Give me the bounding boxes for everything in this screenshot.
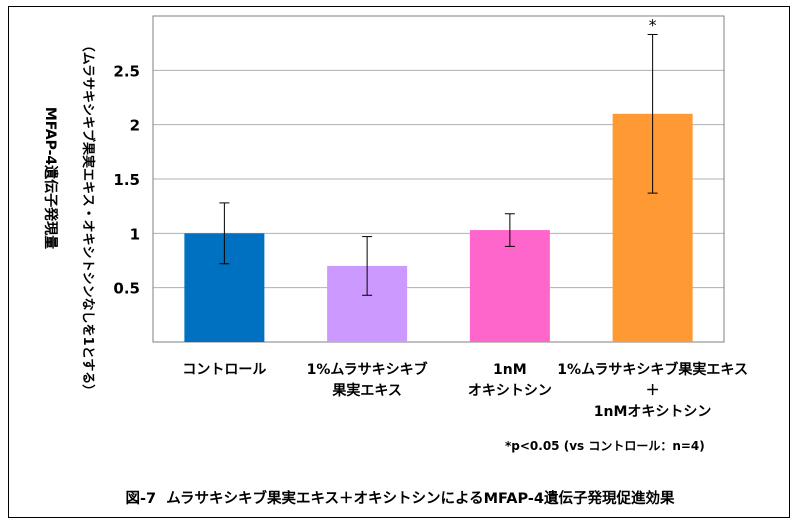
- x-category-label: 1nM: [493, 362, 527, 378]
- y-tick-label: 0.5: [113, 280, 140, 298]
- figure-frame: [8, 6, 790, 518]
- bar: [469, 230, 550, 342]
- x-category-label: 果実エキス: [331, 382, 402, 399]
- footnote: *p<0.05 (vs コントロール：n=4): [505, 439, 705, 453]
- x-category-label: 1%ムラサキシキブ: [307, 361, 428, 378]
- x-category-label: ＋: [646, 383, 660, 399]
- x-category-label: 1%ムラサキシキブ果実エキス: [557, 361, 748, 378]
- x-category-label: オキシトシン: [468, 383, 552, 399]
- figure-caption: 図-7 ムラサキシキブ果実エキス＋オキシトシンによるMFAP-4遺伝子発現促進効…: [125, 491, 675, 507]
- error-bars: [219, 33, 658, 296]
- y-tick-label: 1: [130, 225, 140, 243]
- bars: [184, 113, 693, 342]
- significance-marks: *: [649, 15, 657, 34]
- x-category-label: コントロール: [182, 362, 266, 378]
- significance-mark: *: [649, 15, 657, 34]
- plot-area: [152, 15, 725, 343]
- y-tick-labels: 0.5 1 1.5 2 2.5: [113, 62, 140, 297]
- x-category-label: 1nMオキシトシン: [594, 404, 712, 420]
- bar-chart: * 0.511.522.5 コントロール 1%ムラサキシキブ果実エキス1nMオキシ…: [42, 15, 748, 453]
- x-category-labels: コントロール 1%ムラサキシキブ果実エキス1nMオキシトシン1%ムラサキシキブ果実…: [182, 361, 748, 420]
- y-tick-label: 2.5: [113, 62, 140, 80]
- y-tick-label: 1.5: [113, 171, 140, 189]
- y-axis-label-outer: MFAP-4遺伝子発現量: [42, 107, 59, 249]
- y-axis-label-inner: （ムラサキシキブ果実エキス・オキシトシンなしを1とする）: [80, 39, 96, 398]
- y-tick-label: 2: [130, 117, 140, 135]
